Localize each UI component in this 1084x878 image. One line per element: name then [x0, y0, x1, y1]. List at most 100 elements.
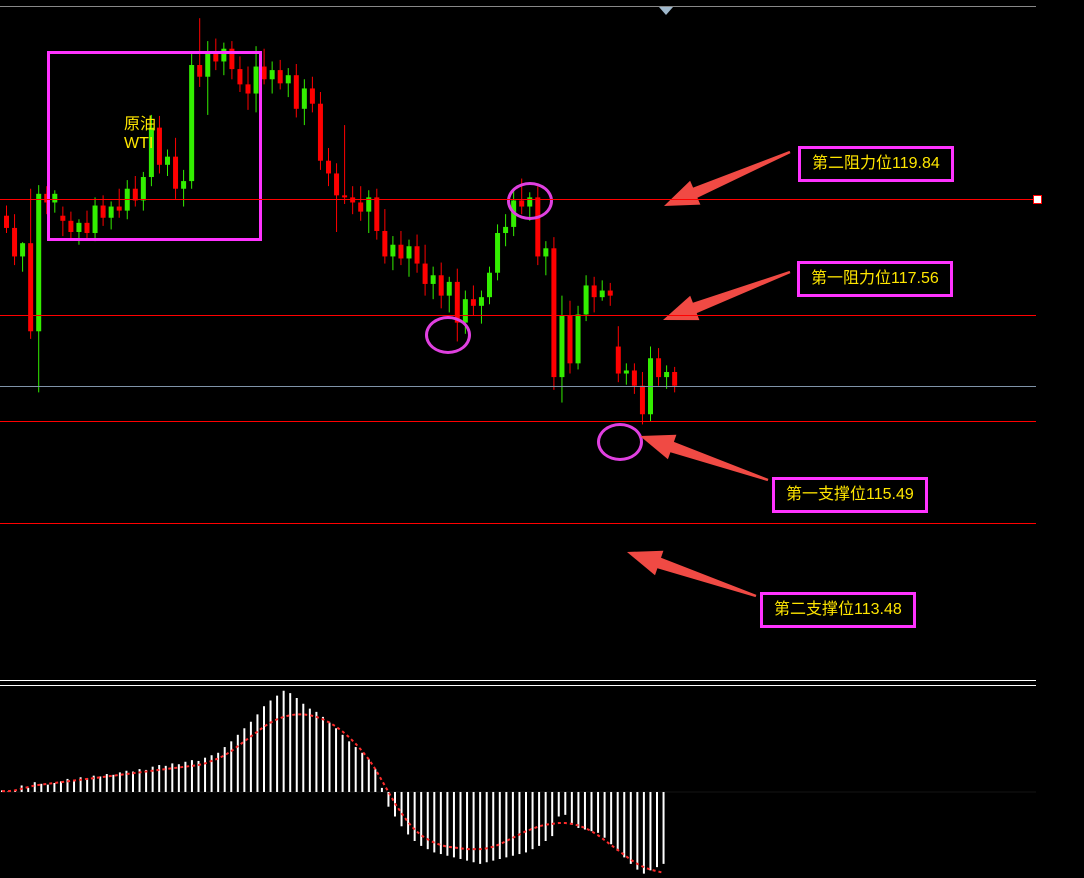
candle-body: [165, 156, 170, 165]
candle-body: [229, 48, 235, 70]
candle-body: [503, 226, 509, 234]
candle-body: [591, 285, 597, 298]
candle-body: [92, 205, 98, 234]
annotation-label-res1[interactable]: 第一阻力位117.56: [797, 261, 953, 297]
chevron-down-icon[interactable]: [659, 7, 673, 15]
marker-ellipse[interactable]: [507, 182, 553, 220]
macd-series: [0, 690, 1036, 874]
candle-body: [28, 243, 34, 332]
candle-body: [213, 52, 219, 62]
candle-body: [52, 193, 58, 203]
candle-body: [478, 297, 484, 306]
candle-body: [631, 370, 637, 386]
candle-body: [60, 215, 66, 221]
annotation-arrow-sup1[interactable]: [640, 434, 769, 482]
candle-body: [462, 299, 468, 323]
candle-body: [342, 195, 348, 198]
annotation-label-sup2[interactable]: 第二支撑位113.48: [760, 592, 916, 628]
marker-ellipse[interactable]: [597, 423, 643, 461]
annotation-arrow-sup2[interactable]: [627, 550, 757, 598]
candle-body: [140, 177, 146, 201]
panel-divider-lower: [0, 685, 1036, 686]
candle-body: [414, 246, 420, 264]
candle-body: [446, 281, 452, 296]
annotation-label-res2[interactable]: 第二阻力位119.84: [798, 146, 954, 182]
axis-drag-handle[interactable]: [1033, 195, 1042, 205]
candle-body: [639, 385, 645, 415]
candle-body: [535, 197, 541, 257]
candle-body: [575, 314, 581, 364]
pattern-highlight-box[interactable]: [47, 51, 262, 241]
candle-body: [567, 316, 573, 364]
top-border-line: [0, 6, 1084, 7]
candle-body: [599, 290, 605, 298]
macd-signal-line: [2, 713, 664, 874]
candle-body: [664, 372, 670, 378]
candle-body: [108, 206, 114, 218]
candle-body: [44, 193, 50, 203]
candle-body: [374, 197, 380, 231]
candle-body: [543, 248, 549, 257]
candle-body: [269, 70, 275, 80]
candle-body: [12, 227, 18, 257]
candle-body: [84, 222, 90, 234]
candle-body: [495, 233, 501, 273]
candle-body: [382, 230, 388, 257]
candle-body: [317, 103, 323, 161]
level-line-resistance[interactable]: [0, 315, 1036, 316]
candle-body: [237, 69, 243, 85]
candle-body: [173, 156, 179, 189]
candle-body: [607, 290, 613, 296]
candle-body: [253, 66, 259, 94]
annotation-label-sup1[interactable]: 第一支撑位115.49: [772, 477, 928, 513]
candle-body: [615, 346, 621, 374]
candle-body: [398, 244, 404, 259]
annotation-arrow-res2[interactable]: [664, 150, 791, 206]
candle-body: [245, 84, 251, 94]
annotation-arrow-res1[interactable]: [663, 270, 791, 321]
candle-body: [181, 181, 187, 189]
candle-body: [309, 88, 315, 104]
candle-body: [656, 358, 662, 378]
candle-body: [559, 316, 565, 378]
candle-body: [261, 66, 267, 80]
candle-body: [366, 197, 372, 212]
candle-body: [672, 372, 678, 386]
level-line-support[interactable]: [0, 421, 1036, 422]
marker-ellipse[interactable]: [425, 316, 471, 354]
candle-body: [277, 70, 283, 84]
candle-body: [390, 244, 396, 257]
candle-body: [68, 220, 74, 232]
candle-body: [487, 272, 492, 298]
candle-body: [189, 65, 195, 182]
level-line-current[interactable]: [0, 386, 1036, 387]
candle-body: [406, 246, 412, 259]
candle-body: [358, 202, 364, 212]
candle-body: [36, 193, 42, 332]
candle-body: [470, 299, 476, 306]
candle-body: [221, 48, 227, 62]
candle-body: [454, 281, 460, 323]
candle-body: [148, 127, 154, 178]
candle-body: [301, 88, 307, 109]
level-line-support[interactable]: [0, 523, 1036, 524]
candle-body: [205, 52, 211, 77]
candle-body: [422, 263, 428, 284]
level-line-resistance[interactable]: [0, 199, 1036, 200]
price-axis[interactable]: 123.20122.55121.90121.25120.60119.95119.…: [1036, 0, 1084, 878]
candle-body: [438, 275, 444, 296]
candle-body: [293, 75, 299, 109]
candle-body: [583, 285, 589, 315]
candle-body: [551, 248, 557, 378]
candle-body: [623, 370, 629, 374]
symbol-label-line1: 原油: [124, 116, 157, 133]
symbol-label-line2: WTI: [124, 135, 154, 152]
candle-body: [334, 173, 340, 196]
candle-body: [285, 75, 291, 84]
candle-body: [76, 222, 82, 232]
candle-body: [100, 205, 106, 218]
macd-panel[interactable]: [0, 688, 1036, 878]
candle-body: [197, 65, 203, 77]
